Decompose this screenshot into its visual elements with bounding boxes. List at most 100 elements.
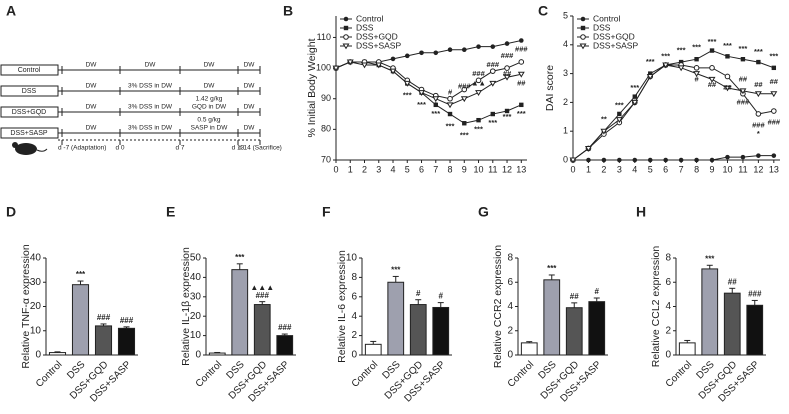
point — [725, 54, 730, 59]
annotation: ## — [754, 80, 763, 89]
point — [447, 95, 453, 102]
x-tick-label: 12 — [753, 164, 763, 174]
point — [476, 117, 481, 123]
point — [755, 111, 762, 117]
legend-label: Control — [356, 13, 384, 23]
legend-marker — [343, 34, 349, 40]
y-axis-label: DAI score — [544, 65, 556, 111]
x-tick-label: 10 — [474, 164, 484, 174]
point — [756, 153, 761, 158]
annotation: *** — [517, 109, 526, 118]
phase-label: DW — [204, 83, 216, 90]
x-tick-label: 7 — [433, 164, 438, 174]
phase-label: 3% DSS in DW — [128, 125, 173, 132]
x-tick-label: Control — [664, 359, 695, 390]
annotation: ### — [768, 118, 781, 127]
point — [476, 44, 481, 49]
x-tick-label: 3 — [617, 164, 622, 174]
legend-marker — [580, 16, 586, 22]
x-tick-label: 0 — [333, 164, 338, 174]
y-tick-label: 3 — [563, 68, 568, 78]
annotation: *** — [692, 43, 701, 52]
y-tick-label: 50 — [190, 253, 202, 264]
annotation: *** — [403, 91, 412, 100]
y-tick-label: 0 — [351, 350, 357, 361]
x-tick-label: 6 — [419, 164, 424, 174]
annotation: # — [694, 74, 699, 83]
bar — [409, 304, 427, 356]
annotation: *** — [488, 118, 497, 127]
phase-label: 3% DSS in DW — [128, 104, 173, 111]
group-name: DSS+GQD — [12, 109, 46, 116]
y-tick-label: 6 — [351, 291, 357, 302]
point — [615, 117, 623, 124]
point — [461, 47, 467, 53]
annotation: ### — [752, 120, 765, 129]
annotation: ## — [517, 78, 526, 87]
bar — [387, 281, 405, 356]
y-tick-label: 0 — [507, 350, 513, 361]
point — [646, 73, 654, 80]
panel-label: A — [6, 3, 16, 19]
y-tick-label: 0 — [665, 350, 671, 361]
point — [475, 77, 482, 84]
annotation: ## — [723, 83, 732, 92]
annotation: # — [595, 287, 600, 296]
y-tick-label: 10 — [30, 325, 42, 336]
y-tick-label: 70 — [321, 154, 331, 164]
point — [475, 90, 483, 96]
y-tick-label: 4 — [351, 311, 357, 322]
annotation: ▲▲ — [471, 78, 486, 87]
point — [375, 62, 383, 69]
y-tick-label: 0 — [195, 350, 201, 361]
legend-label: DSS — [356, 22, 374, 32]
y-tick-label: 4 — [665, 301, 671, 312]
y-tick-label: 30 — [190, 291, 202, 302]
annotation: *** — [646, 57, 655, 66]
bar — [746, 304, 764, 356]
phase-label: DW — [244, 125, 256, 132]
y-tick-label: 4 — [507, 301, 513, 312]
annotation: ### — [737, 97, 750, 106]
y-tick-label: 1 — [563, 126, 568, 136]
annotation: *** — [677, 46, 686, 55]
x-tick-label: Control — [194, 359, 225, 390]
point — [678, 59, 684, 65]
point — [462, 121, 467, 126]
y-tick-label: 80 — [321, 124, 331, 134]
annotation: ### — [458, 81, 471, 90]
y-tick-label: 2 — [507, 325, 513, 336]
point — [586, 157, 591, 163]
point — [332, 65, 340, 72]
annotation: *** — [705, 254, 715, 263]
annotation: *** — [547, 264, 557, 273]
y-tick-label: 8 — [351, 272, 357, 283]
x-tick-label: 2 — [362, 164, 367, 174]
y-tick-label: 10 — [346, 253, 358, 264]
annotation: *** — [769, 51, 778, 60]
y-tick-label: 20 — [30, 301, 42, 312]
point — [739, 88, 747, 95]
annotation: *** — [723, 41, 732, 50]
point — [677, 65, 685, 72]
y-tick-label: 90 — [321, 93, 331, 103]
y-axis-label: Relative IL-1β expression — [180, 247, 192, 366]
point — [584, 145, 592, 152]
day-label: d 0 — [115, 145, 124, 152]
phase-label: DW — [244, 104, 256, 111]
series-line — [335, 61, 522, 106]
y-tick-label: 2 — [563, 97, 568, 107]
point — [632, 94, 637, 99]
point — [771, 153, 777, 158]
annotation: ** — [601, 115, 607, 124]
y-axis-label: Relative IL-6 expression — [336, 250, 348, 363]
point — [432, 96, 440, 103]
y-tick-label: 0 — [35, 350, 41, 361]
y-axis-label: Relative TNF-α expression — [20, 244, 32, 368]
x-tick-label: Control — [34, 359, 65, 390]
point — [447, 47, 453, 53]
point — [600, 128, 608, 135]
legend-label: Control — [593, 13, 621, 23]
bar — [543, 279, 561, 356]
series-line — [572, 50, 774, 161]
